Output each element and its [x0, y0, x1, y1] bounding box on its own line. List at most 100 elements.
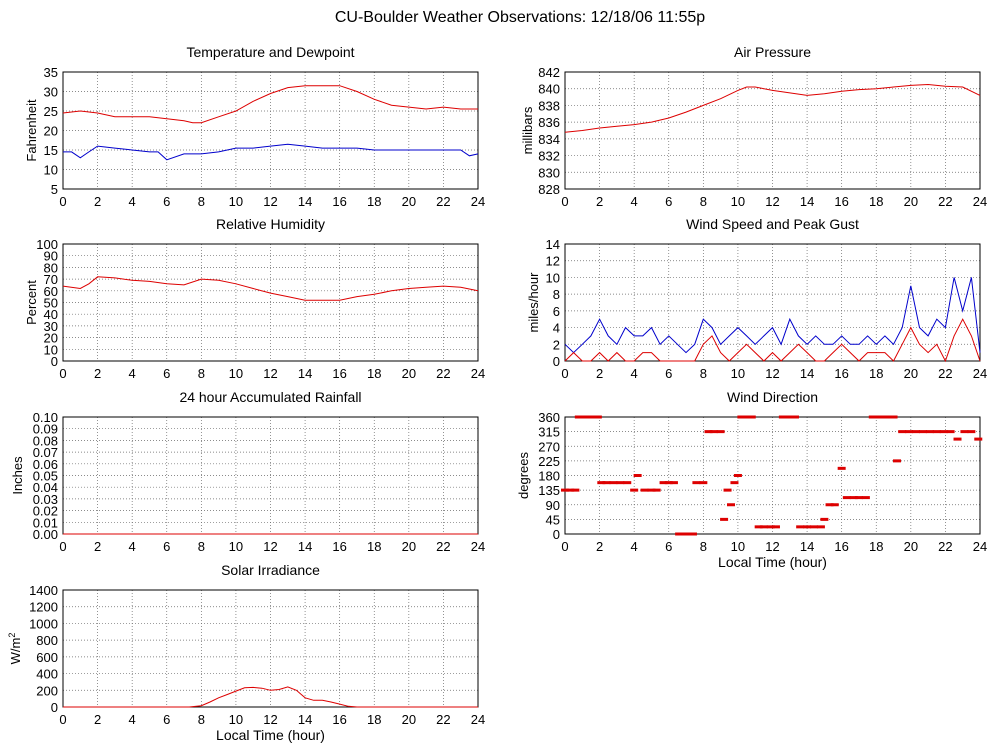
x-tick-label: 6: [665, 194, 672, 209]
x-tick-label: 22: [938, 539, 952, 554]
wind_dir-point: [918, 430, 927, 434]
wind_dir-point: [790, 415, 799, 419]
wind_dir-point: [759, 525, 768, 529]
wind_dir-point: [820, 517, 829, 521]
x-tick-label: 24: [973, 366, 987, 381]
wind_dir-point: [566, 488, 575, 492]
wind_dir-point: [868, 415, 877, 419]
x-tick-label: 14: [298, 366, 312, 381]
y-tick-label: 1400: [29, 583, 58, 598]
y-tick-label: 30: [44, 319, 58, 334]
x-tick-label: 18: [869, 539, 883, 554]
x-tick-label: 12: [263, 712, 277, 727]
solar-series-solar: [63, 686, 478, 708]
wind_dir-point: [688, 532, 697, 536]
wind_dir-point: [825, 503, 834, 507]
y-tick-label: 315: [538, 425, 560, 440]
x-tick-label: 4: [631, 539, 638, 554]
x-tick-label: 2: [596, 366, 603, 381]
wind_dir-point: [810, 525, 818, 529]
x-tick-label: 20: [904, 366, 918, 381]
wind_dir-point: [593, 415, 602, 419]
x-tick-label: 12: [765, 539, 779, 554]
wind_dir-point: [716, 430, 725, 434]
y-tick-label: 0.03: [33, 492, 58, 507]
wind_dir-point: [720, 517, 729, 521]
x-tick-label: 0: [59, 539, 66, 554]
page-title: CU-Boulder Weather Observations: 12/18/0…: [335, 9, 705, 26]
x-tick-label: 0: [561, 366, 568, 381]
x-tick-label: 24: [471, 366, 485, 381]
x-tick-label: 22: [436, 194, 450, 209]
y-tick-label: 840: [538, 82, 560, 97]
pressure-title: Air Pressure: [734, 44, 811, 60]
x-tick-label: 12: [765, 366, 779, 381]
x-tick-label: 0: [561, 194, 568, 209]
solar-xlabel: Local Time (hour): [216, 727, 325, 743]
x-tick-label: 4: [631, 194, 638, 209]
y-tick-label: 830: [538, 165, 560, 180]
y-tick-label: 0.08: [33, 433, 58, 448]
x-tick-label: 2: [94, 539, 101, 554]
x-tick-label: 18: [869, 194, 883, 209]
wind_dir-point: [960, 430, 969, 434]
wind_dir-point: [602, 481, 611, 485]
y-tick-label: 600: [36, 650, 58, 665]
temp-frame: [62, 71, 479, 190]
x-tick-label: 22: [938, 194, 952, 209]
x-tick-label: 20: [402, 539, 416, 554]
x-tick-label: 22: [436, 366, 450, 381]
wind_dir-point: [967, 430, 976, 434]
y-tick-label: 15: [44, 143, 58, 158]
y-tick-label: 225: [538, 454, 560, 469]
wind_dir-point: [692, 481, 701, 485]
x-tick-label: 20: [402, 194, 416, 209]
x-tick-label: 24: [973, 194, 987, 209]
x-tick-label: 10: [731, 366, 745, 381]
x-tick-label: 18: [367, 539, 381, 554]
wind_dir-point: [640, 488, 649, 492]
y-tick-label: 100: [36, 237, 58, 252]
wind_dir-point: [723, 488, 732, 492]
x-tick-label: 6: [665, 539, 672, 554]
wind_dir-point: [664, 481, 673, 485]
x-tick-label: 14: [800, 366, 814, 381]
wind_dir-point: [785, 415, 794, 419]
y-tick-label: 14: [546, 237, 560, 252]
x-tick-label: 6: [163, 366, 170, 381]
x-tick-label: 0: [59, 712, 66, 727]
wind_dir-point: [588, 415, 597, 419]
x-tick-label: 0: [59, 366, 66, 381]
y-tick-label: 838: [538, 98, 560, 113]
y-tick-label: 25: [44, 104, 58, 119]
x-tick-label: 2: [94, 712, 101, 727]
x-tick-label: 24: [471, 712, 485, 727]
wind_dir-point: [742, 415, 751, 419]
wind_dir-point: [630, 488, 639, 492]
temp-series-dewpoint: [63, 143, 479, 161]
x-tick-label: 12: [765, 194, 779, 209]
y-tick-label: 270: [538, 439, 560, 454]
x-tick-label: 10: [229, 712, 243, 727]
solar-title: Solar Irradiance: [221, 562, 320, 578]
x-tick-label: 18: [367, 366, 381, 381]
x-tick-label: 10: [229, 539, 243, 554]
x-tick-label: 10: [229, 194, 243, 209]
humidity-title: Relative Humidity: [216, 216, 325, 232]
wind_dir-point: [616, 481, 625, 485]
x-tick-label: 6: [163, 539, 170, 554]
wind_dir-point: [699, 481, 708, 485]
wind_dir-point: [837, 466, 846, 470]
y-tick-label: 80: [44, 260, 58, 275]
x-tick-label: 8: [198, 194, 205, 209]
x-tick-label: 8: [198, 539, 205, 554]
x-tick-label: 16: [332, 194, 346, 209]
x-tick-label: 12: [263, 366, 277, 381]
wind_speed-ylabel: miles/hour: [526, 272, 541, 333]
pressure-ylabel: millibars: [520, 106, 535, 154]
wind_dir-point: [893, 459, 901, 463]
wind_dir-title: Wind Direction: [727, 389, 818, 405]
